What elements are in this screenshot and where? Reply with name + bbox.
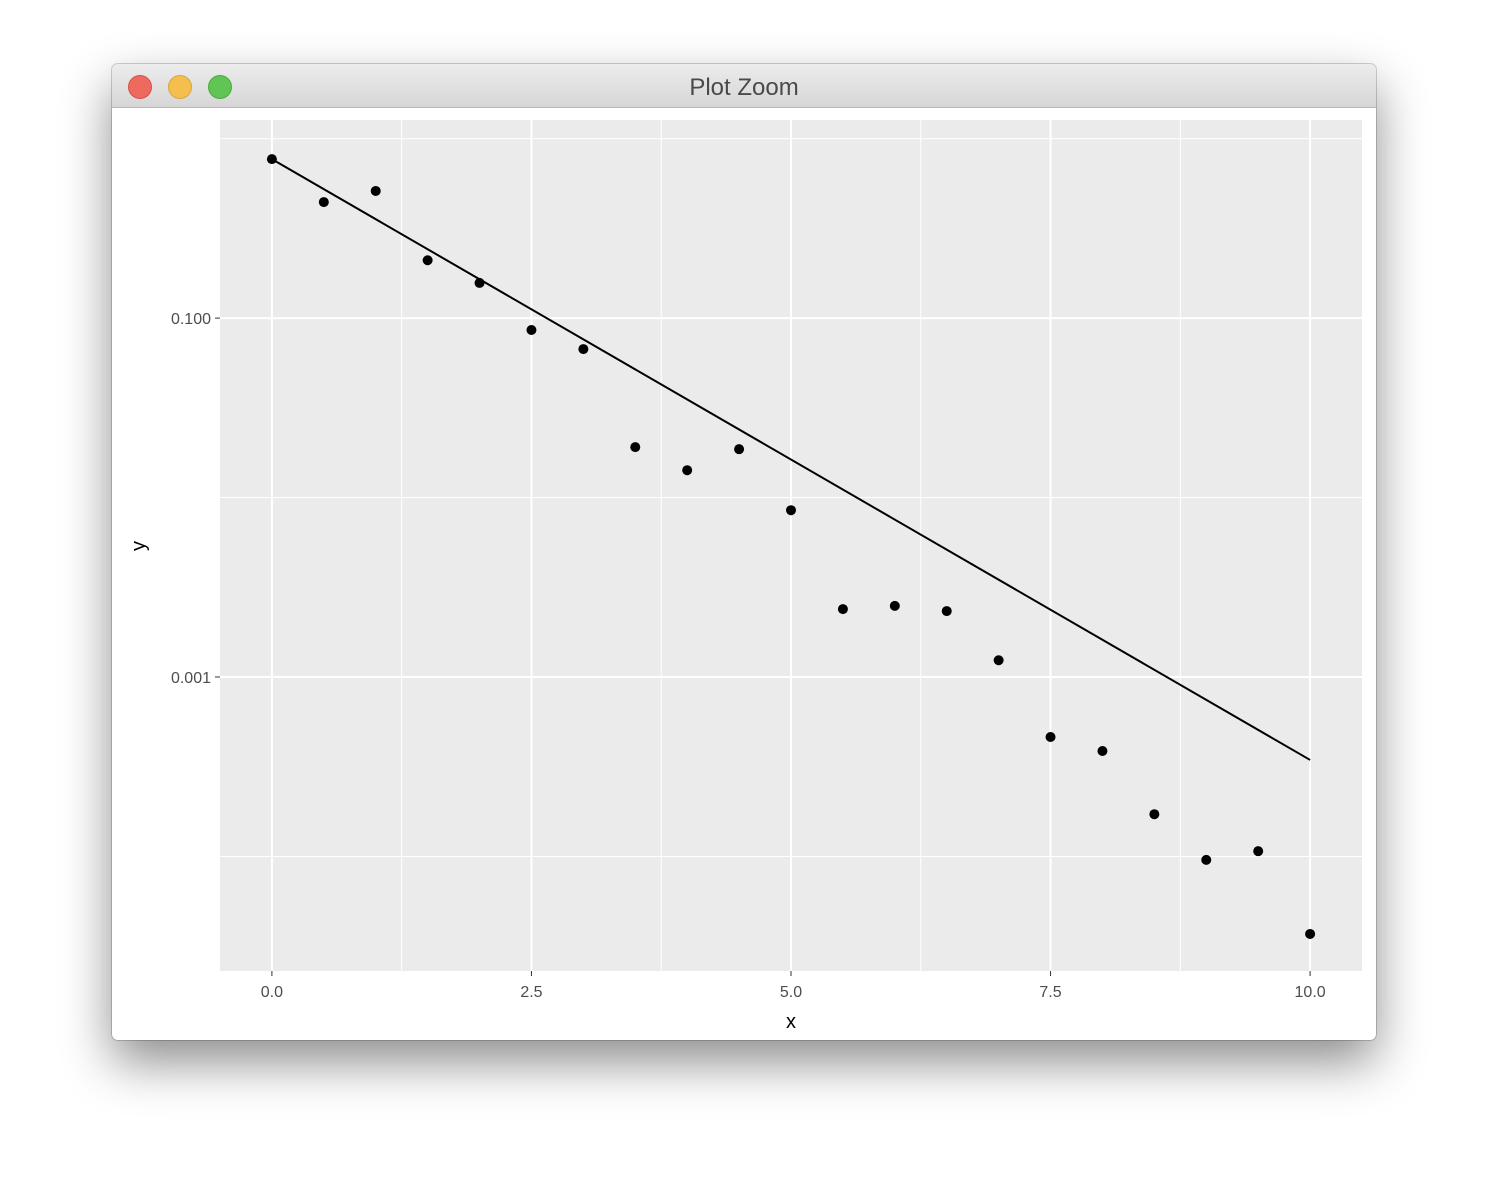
data-point	[630, 442, 641, 453]
data-point	[1097, 745, 1108, 756]
maximize-button[interactable]	[208, 75, 232, 99]
data-point	[266, 154, 277, 165]
minimize-button[interactable]	[168, 75, 192, 99]
data-point	[1201, 854, 1212, 865]
x-axis-title: x	[786, 1011, 796, 1033]
data-point	[526, 325, 537, 336]
data-point	[682, 465, 693, 476]
close-button[interactable]	[128, 75, 152, 99]
data-point	[786, 505, 796, 516]
data-point	[837, 604, 848, 615]
plot-area: 0.0 2.5 5.0 7.5 10.0 0.100 0.001 x y	[128, 120, 1362, 1033]
plot-zoom-window: Plot Zoom 0.0 2.5 5.0 7.5 10.0 0.100 0.001 x …	[112, 64, 1376, 1040]
data-point	[1253, 846, 1264, 857]
y-axis-title: y	[128, 541, 150, 551]
data-point	[941, 606, 952, 617]
x-tick-label: 0.0	[261, 984, 283, 1001]
data-point	[889, 600, 900, 611]
data-point	[1149, 809, 1160, 820]
y-tick-label: 0.001	[171, 670, 211, 687]
data-point	[474, 277, 485, 288]
data-point	[318, 197, 329, 208]
x-axis: 0.0 2.5 5.0 7.5 10.0	[261, 971, 1326, 1001]
x-tick-label: 10.0	[1295, 984, 1326, 1001]
x-tick-label: 5.0	[780, 984, 802, 1001]
data-point	[993, 655, 1004, 666]
data-layer	[266, 154, 1316, 939]
title-bar[interactable]: Plot Zoom	[112, 64, 1376, 108]
window-title: Plot Zoom	[689, 74, 799, 101]
x-tick-label: 2.5	[520, 984, 542, 1001]
data-point	[1045, 732, 1056, 743]
y-tick-label: 0.100	[171, 311, 211, 328]
data-point	[1305, 928, 1316, 939]
data-point	[422, 255, 433, 266]
data-point	[578, 344, 589, 355]
data-point	[734, 444, 745, 455]
grid-lines	[220, 120, 1362, 971]
data-point	[370, 185, 381, 196]
x-tick-label: 7.5	[1039, 984, 1061, 1001]
y-axis: 0.100 0.001	[171, 311, 220, 687]
fit-line	[271, 158, 1311, 761]
